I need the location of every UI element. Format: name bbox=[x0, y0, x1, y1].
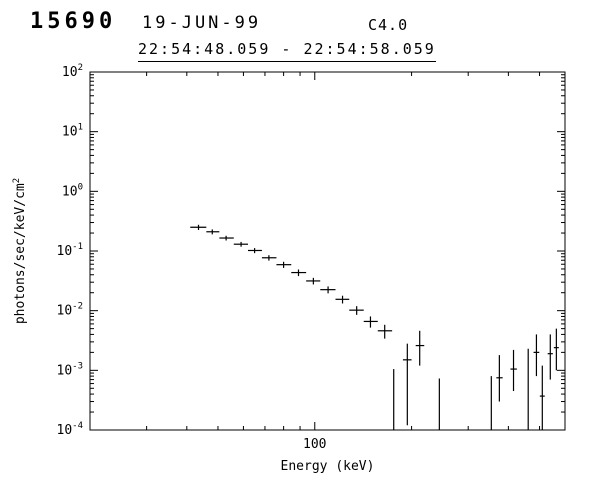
y-axis-title: photons/sec/keV/cm2 bbox=[12, 178, 28, 324]
x-tick-label: 100 bbox=[303, 437, 326, 452]
flare-class: C4.0 bbox=[368, 16, 409, 34]
burst-date: 19-JUN-99 bbox=[142, 13, 262, 33]
y-tick-label: 100 bbox=[62, 182, 83, 199]
axis-tick-labels: 102 101 100 10-1 10-2 10-3 10-4 100 bbox=[57, 63, 327, 452]
axis-ticks bbox=[90, 71, 565, 431]
y-tick-label: 10-1 bbox=[57, 242, 84, 259]
time-range: 22:54:48.059 - 22:54:58.059 bbox=[138, 40, 436, 62]
plot-frame bbox=[89, 71, 566, 431]
y-tick-label: 10-4 bbox=[57, 421, 84, 438]
data-points bbox=[190, 224, 559, 430]
y-tick-label: 101 bbox=[62, 123, 83, 140]
burst-number: 15690 bbox=[30, 9, 117, 34]
y-tick-label: 10-2 bbox=[57, 302, 84, 319]
y-tick-label: 102 bbox=[62, 63, 83, 80]
y-tick-label: 10-3 bbox=[57, 361, 84, 378]
x-axis-title: Energy (keV) bbox=[281, 459, 375, 474]
